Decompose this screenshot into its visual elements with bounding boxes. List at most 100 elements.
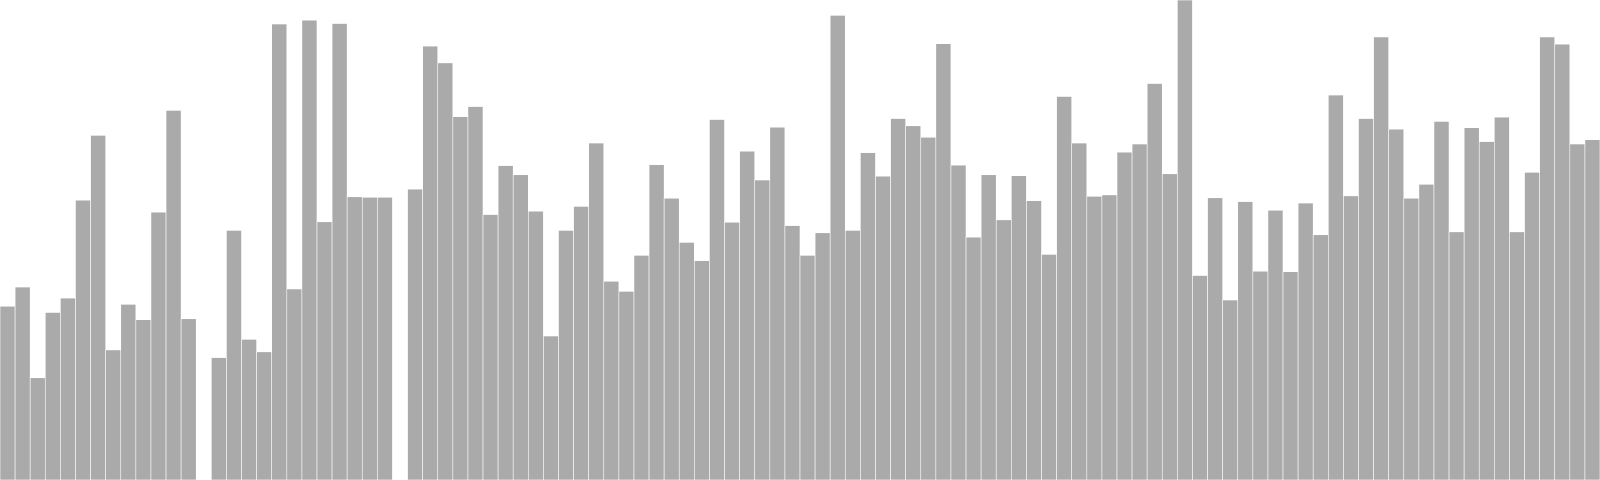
bar-9 bbox=[120, 304, 137, 480]
bar-24 bbox=[346, 196, 363, 480]
bar-103 bbox=[1539, 36, 1556, 480]
bar-20 bbox=[286, 288, 303, 480]
bar-15 bbox=[211, 357, 227, 480]
bar-36 bbox=[527, 210, 544, 480]
bar-7 bbox=[90, 135, 106, 480]
bar-13 bbox=[180, 318, 197, 480]
bar-32 bbox=[467, 106, 484, 480]
bar-48 bbox=[709, 119, 725, 480]
bar-93 bbox=[1388, 128, 1405, 480]
bar-42 bbox=[618, 291, 635, 480]
bar-3 bbox=[29, 377, 46, 480]
bar-78 bbox=[1161, 173, 1178, 480]
bar-1 bbox=[0, 305, 16, 480]
bar-88 bbox=[1312, 234, 1329, 480]
bar-29 bbox=[422, 45, 439, 480]
bar-43 bbox=[633, 255, 650, 480]
bar-79 bbox=[1177, 0, 1193, 480]
bar-37 bbox=[543, 335, 559, 480]
bar-22 bbox=[316, 221, 333, 480]
bar-16 bbox=[226, 230, 242, 480]
bar-74 bbox=[1101, 194, 1118, 480]
bar-11 bbox=[150, 211, 167, 480]
bar-4 bbox=[44, 312, 61, 480]
bar-44 bbox=[648, 164, 665, 480]
bar-54 bbox=[799, 255, 816, 480]
bar-2 bbox=[14, 286, 31, 480]
bar-104 bbox=[1554, 43, 1571, 480]
bar-65 bbox=[965, 236, 982, 480]
bar-69 bbox=[1026, 200, 1042, 480]
bar-8 bbox=[105, 349, 122, 480]
bar-84 bbox=[1252, 270, 1269, 480]
bar-6 bbox=[75, 199, 91, 480]
bar-105 bbox=[1569, 143, 1586, 480]
bar-49 bbox=[724, 221, 740, 480]
bar-62 bbox=[920, 136, 937, 480]
bar-10 bbox=[135, 319, 152, 480]
bar-46 bbox=[678, 242, 695, 480]
bar-96 bbox=[1433, 121, 1450, 480]
bar-17 bbox=[241, 339, 257, 480]
bar-23 bbox=[331, 23, 348, 480]
bar-92 bbox=[1373, 36, 1389, 480]
bar-66 bbox=[980, 174, 997, 480]
bar-90 bbox=[1343, 195, 1359, 480]
bar-76 bbox=[1131, 143, 1148, 480]
bar-99 bbox=[1478, 141, 1495, 480]
bar-30 bbox=[437, 62, 454, 480]
bar-34 bbox=[497, 165, 514, 480]
bar-38 bbox=[558, 230, 574, 480]
bar-97 bbox=[1448, 231, 1465, 480]
bar-98 bbox=[1463, 127, 1480, 480]
bar-67 bbox=[995, 219, 1012, 480]
bar-39 bbox=[573, 206, 589, 480]
bar-61 bbox=[905, 125, 922, 480]
bar-100 bbox=[1494, 116, 1510, 480]
bar-21 bbox=[301, 19, 318, 480]
bar-85 bbox=[1267, 209, 1284, 480]
bar-64 bbox=[950, 164, 967, 480]
bar-25 bbox=[361, 196, 378, 480]
bar-18 bbox=[256, 351, 272, 480]
bar-94 bbox=[1403, 197, 1420, 480]
bar-33 bbox=[482, 214, 499, 480]
bar-28 bbox=[407, 188, 423, 480]
bar-5 bbox=[60, 297, 76, 480]
bar-19 bbox=[271, 23, 288, 480]
bar-57 bbox=[844, 230, 861, 480]
bar-12 bbox=[165, 110, 182, 480]
bar-45 bbox=[663, 197, 680, 480]
bar-47 bbox=[694, 260, 710, 480]
bar-53 bbox=[784, 225, 801, 480]
bar-35 bbox=[512, 174, 529, 480]
bar-70 bbox=[1041, 254, 1057, 480]
bar-82 bbox=[1222, 299, 1239, 480]
bar-80 bbox=[1192, 275, 1208, 480]
bar-26 bbox=[377, 196, 393, 480]
bar-95 bbox=[1418, 184, 1435, 480]
bar-51 bbox=[754, 179, 771, 480]
bar-31 bbox=[452, 116, 469, 480]
bar-83 bbox=[1237, 201, 1254, 480]
bar-68 bbox=[1011, 175, 1027, 480]
bar-52 bbox=[769, 126, 786, 480]
bar-40 bbox=[588, 142, 605, 480]
bar-73 bbox=[1086, 196, 1103, 480]
bar-87 bbox=[1297, 202, 1314, 480]
bar-86 bbox=[1282, 271, 1299, 480]
bar-106 bbox=[1584, 139, 1600, 480]
bar-55 bbox=[814, 232, 831, 480]
bar-72 bbox=[1071, 142, 1088, 480]
bar-41 bbox=[603, 280, 620, 480]
bar-89 bbox=[1328, 94, 1344, 480]
bar-77 bbox=[1146, 83, 1163, 480]
bar-81 bbox=[1207, 197, 1223, 480]
bar-59 bbox=[875, 175, 891, 480]
bar-50 bbox=[739, 150, 756, 480]
bar-75 bbox=[1116, 151, 1133, 480]
bar-102 bbox=[1524, 172, 1540, 480]
bar-60 bbox=[890, 118, 906, 480]
